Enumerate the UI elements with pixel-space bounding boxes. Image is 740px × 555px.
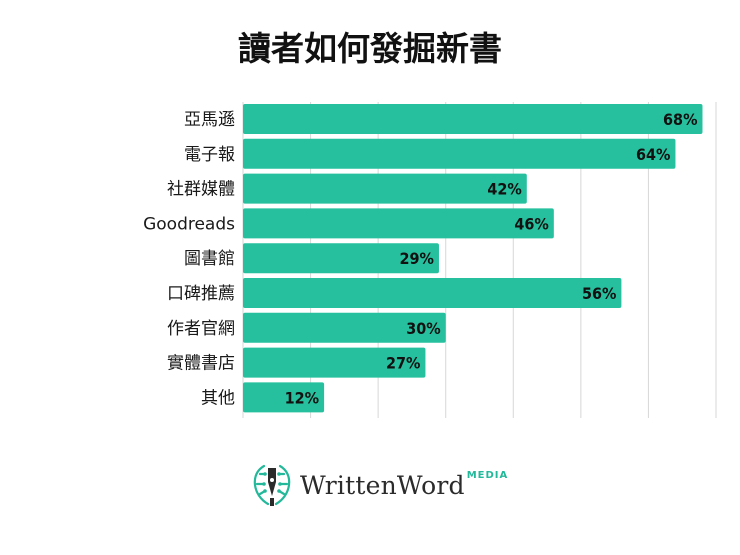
category-label: 其他 [201,388,235,408]
bar-chart: 亞馬遜 68% 電子報 64% 社群媒體 42% Goodreads 46% 圖書館 29% 口碑推… [143,102,717,418]
value-label: 56% [582,284,616,303]
bar [243,382,325,413]
value-label: 68% [663,110,697,129]
category-label: 電子報 [184,145,235,165]
bar [243,208,554,239]
category-label: 作者官網 [167,319,235,339]
value-label: 64% [636,145,670,164]
writtenword-media-logo: WrittenWord MEDIA [250,460,508,510]
bar [243,243,439,274]
category-label: Goodreads [143,214,235,234]
bar [243,347,426,378]
category-label: 亞馬遜 [184,110,235,130]
value-label: 27% [386,354,420,373]
value-label: 42% [487,180,521,199]
category-label: 實體書店 [167,354,235,374]
bar [243,278,622,308]
logo-wordmark: WrittenWord [300,470,465,500]
bar [243,173,527,204]
category-label: 圖書館 [184,249,235,269]
value-label: 29% [400,249,434,268]
value-label: 12% [285,388,319,407]
category-label: 社群媒體 [167,180,235,200]
value-label: 30% [406,319,440,338]
pen-nib-circuit-icon [253,464,291,506]
value-label: 46% [514,214,548,233]
chart-title: 讀者如何發掘新書 [238,29,502,68]
bar [243,312,446,343]
category-label: 口碑推薦 [167,284,235,304]
bar [243,138,676,169]
logo-media-suffix: MEDIA [466,470,509,481]
bar [243,104,703,134]
